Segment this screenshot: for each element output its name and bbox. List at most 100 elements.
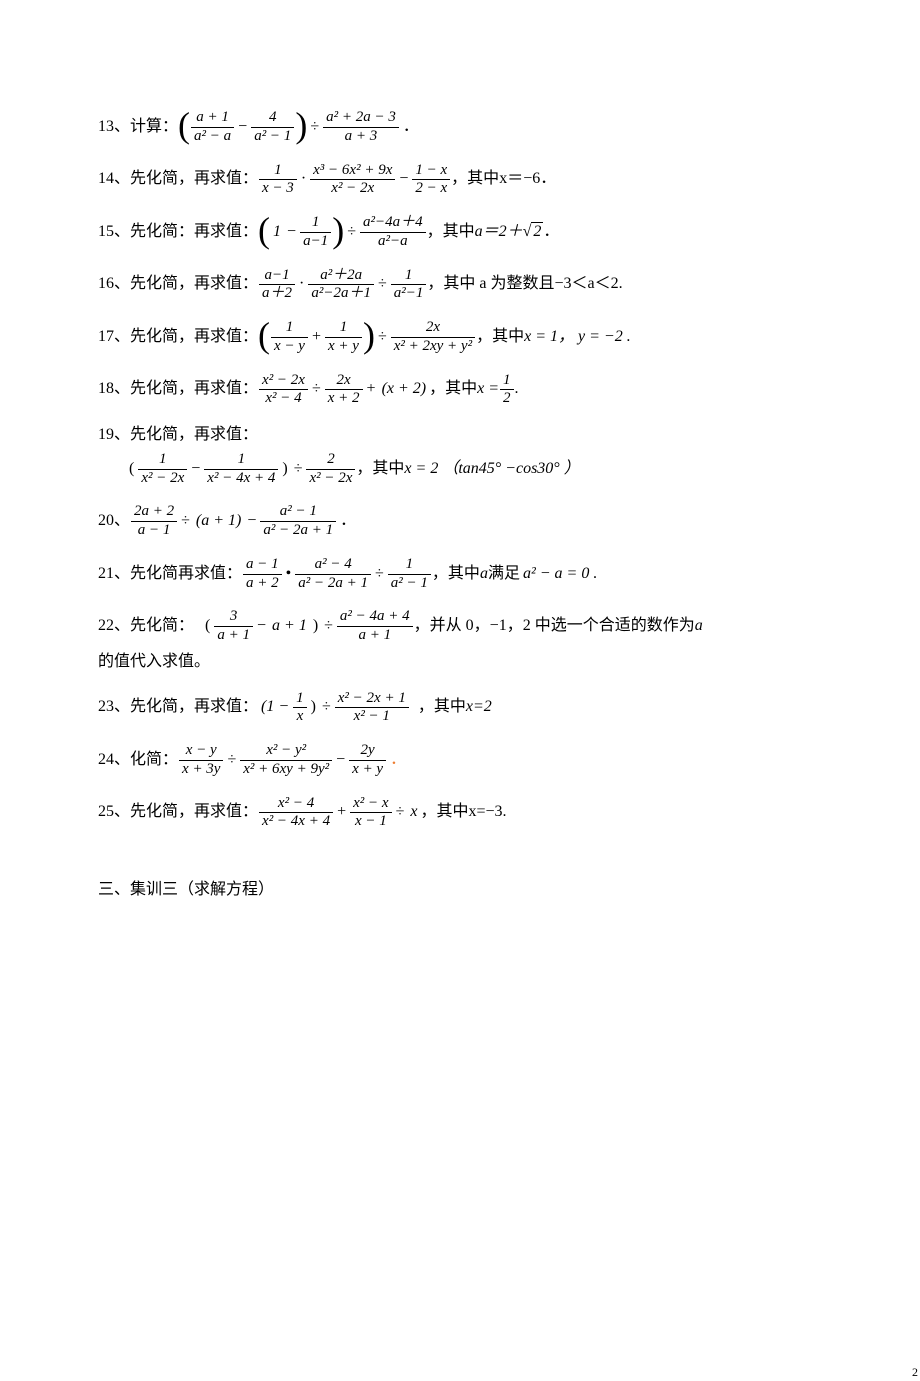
fraction: 2x² − 2x xyxy=(306,452,355,487)
problem-number: 19、 xyxy=(98,425,130,446)
fraction: x − yx + 3y xyxy=(179,743,223,778)
label-simplify: 先化简，再求值： xyxy=(130,425,258,446)
label-simplify: 先化简，再求值： xyxy=(130,802,258,823)
problem-17: 17、 先化简，再求值： ( 1x − y + 1x + y ) ÷ 2xx² … xyxy=(98,320,920,355)
fraction: 2yx + y xyxy=(349,743,386,778)
fraction: 3a + 1 xyxy=(214,609,253,644)
term: (x + 2) xyxy=(379,379,430,400)
problem-number: 24、 xyxy=(98,750,130,771)
fraction: 1x² − 2x xyxy=(138,452,187,487)
rparen-icon: ) xyxy=(295,109,307,141)
problem-13: 13、 计算： ( a + 1a² − a − 4a² − 1 ) ÷ a² +… xyxy=(98,110,920,145)
problem-number: 21、 xyxy=(98,564,130,585)
fraction: a² − 1a² − 2a + 1 xyxy=(260,504,336,539)
fraction: 1x − y xyxy=(271,320,308,355)
problem-21: 21、 先化简再求值： a − 1a + 2 • a² − 4a² − 2a +… xyxy=(98,557,920,592)
fraction: 2a + 2a − 1 xyxy=(131,504,177,539)
problem-19: 19、 先化简，再求值： ( 1x² − 2x − 1x² − 4x + 4 )… xyxy=(98,425,920,486)
rparen-icon: ) xyxy=(363,319,375,351)
fraction: a² + 2a − 3a + 3 xyxy=(323,110,399,145)
fraction: a² − 4a² − 2a + 1 xyxy=(295,557,371,592)
fraction: 1x − 3 xyxy=(259,163,297,198)
rparen-icon: ) xyxy=(308,697,319,718)
fraction: 1x + y xyxy=(325,320,362,355)
minus-icon: − xyxy=(254,616,269,637)
page-body: 13、 计算： ( a + 1a² − a − 4a² − 1 ) ÷ a² +… xyxy=(98,110,920,901)
fraction: x³ − 6x² + 9xx² − 2x xyxy=(310,163,395,198)
problem-24: 24、 化简： x − yx + 3y ÷ x² − y²x² + 6xy + … xyxy=(98,743,920,778)
fraction: 1 − x2 − x xyxy=(412,163,450,198)
rparen-icon: ) xyxy=(332,214,344,246)
label-where: ，其中 xyxy=(427,222,475,243)
fraction: x² − y²x² + 6xy + 9y² xyxy=(240,743,332,778)
fraction: 1x xyxy=(293,691,307,726)
minus-icon: − xyxy=(244,511,259,532)
page-number: 2 xyxy=(912,1365,918,1381)
fraction: 1x² − 4x + 4 xyxy=(204,452,278,487)
label-where: ，其中 xyxy=(420,802,468,823)
label-where: ，其中 xyxy=(418,697,466,718)
dot-icon: · xyxy=(296,274,307,295)
divide-icon: ÷ xyxy=(307,117,322,138)
tail-text: x=2 xyxy=(466,697,492,718)
label-simplify: 先化简，再求值： xyxy=(130,379,258,400)
lparen-icon: ( xyxy=(202,616,213,637)
problem-number: 17、 xyxy=(98,327,130,348)
problem-22: 22、 先化简： ( 3a + 1 − a + 1 ) ÷ a² − 4a + … xyxy=(98,609,920,672)
minus-icon: − xyxy=(396,169,411,190)
problem-number: 13、 xyxy=(98,117,130,138)
problem-18: 18、 先化简，再求值： x² − 2xx² − 4 ÷ 2xx + 2 + (… xyxy=(98,373,920,408)
label-simplify: 先化简： xyxy=(130,616,194,637)
divide-icon: ÷ xyxy=(375,327,390,348)
tail-text: 满足 xyxy=(488,564,520,585)
label-where: ，其中 xyxy=(429,379,477,400)
divide-icon: ÷ xyxy=(291,459,306,480)
period-orange: ． xyxy=(387,750,409,771)
dot-icon: • xyxy=(283,564,295,585)
label-simplify: 先化简，再求值： xyxy=(130,169,258,190)
dot-icon: · xyxy=(298,169,309,190)
minus-icon: − xyxy=(235,117,250,138)
var-a: a xyxy=(695,616,703,637)
rparen-icon: ) xyxy=(310,616,321,637)
sqrt-icon: √2 xyxy=(523,222,544,243)
divide-icon: ÷ xyxy=(224,750,239,771)
period: ． xyxy=(337,511,359,532)
label-where: ，其中 xyxy=(356,459,404,480)
problem-16: 16、 先化简，再求值： a−1a＋2 · a²＋2aa²−2a＋1 ÷ 1a²… xyxy=(98,268,920,303)
problem-14: 14、 先化简，再求值： 1x − 3 · x³ − 6x² + 9xx² − … xyxy=(98,163,920,198)
problem-number: 15、 xyxy=(98,222,130,243)
divide-icon: ÷ xyxy=(372,564,387,585)
fraction: 1a²−1 xyxy=(391,268,427,303)
divide-icon: ÷ xyxy=(321,616,336,637)
tail-text: x=−3. xyxy=(468,802,506,823)
problem-number: 23、 xyxy=(98,697,130,718)
fraction: a − 1a + 2 xyxy=(243,557,282,592)
rparen-icon: ) xyxy=(279,459,290,480)
minus-icon: − xyxy=(188,459,203,480)
problem-number: 25、 xyxy=(98,802,130,823)
divide-icon: ÷ xyxy=(344,222,359,243)
label-compute: 计算： xyxy=(130,117,178,138)
minus-icon: − xyxy=(284,222,299,243)
problem-15: 15、 先化简：再求值： ( 1 − 1a−1 ) ÷ a²−4a＋4a²−a … xyxy=(98,215,920,250)
fraction: 1a−1 xyxy=(300,215,331,250)
label-simplify: 先化简再求值： xyxy=(130,564,242,585)
divide-icon: ÷ xyxy=(319,697,334,718)
label-where: ，其中 xyxy=(432,564,480,585)
lparen-icon: ( xyxy=(126,459,137,480)
tail-text: x = 1， y = −2 . xyxy=(524,327,631,348)
lparen-icon: ( xyxy=(258,214,270,246)
period: ． xyxy=(400,117,422,138)
problem-number: 22、 xyxy=(98,616,130,637)
problem-23: 23、 先化简，再求值： (1 − 1x ) ÷ x² − 2x + 1x² −… xyxy=(98,691,920,726)
plus-icon: + xyxy=(334,802,349,823)
term: (a + 1) xyxy=(193,511,244,532)
fraction: x² − 2xx² − 4 xyxy=(259,373,308,408)
fraction: 4a² − 1 xyxy=(251,110,294,145)
fraction: 1a² − 1 xyxy=(388,557,431,592)
divide-icon: ÷ xyxy=(178,511,193,532)
fraction: a²＋2aa²−2a＋1 xyxy=(308,268,374,303)
fraction: x² − 4x² − 4x + 4 xyxy=(259,796,333,831)
plus-icon: + xyxy=(364,379,379,400)
